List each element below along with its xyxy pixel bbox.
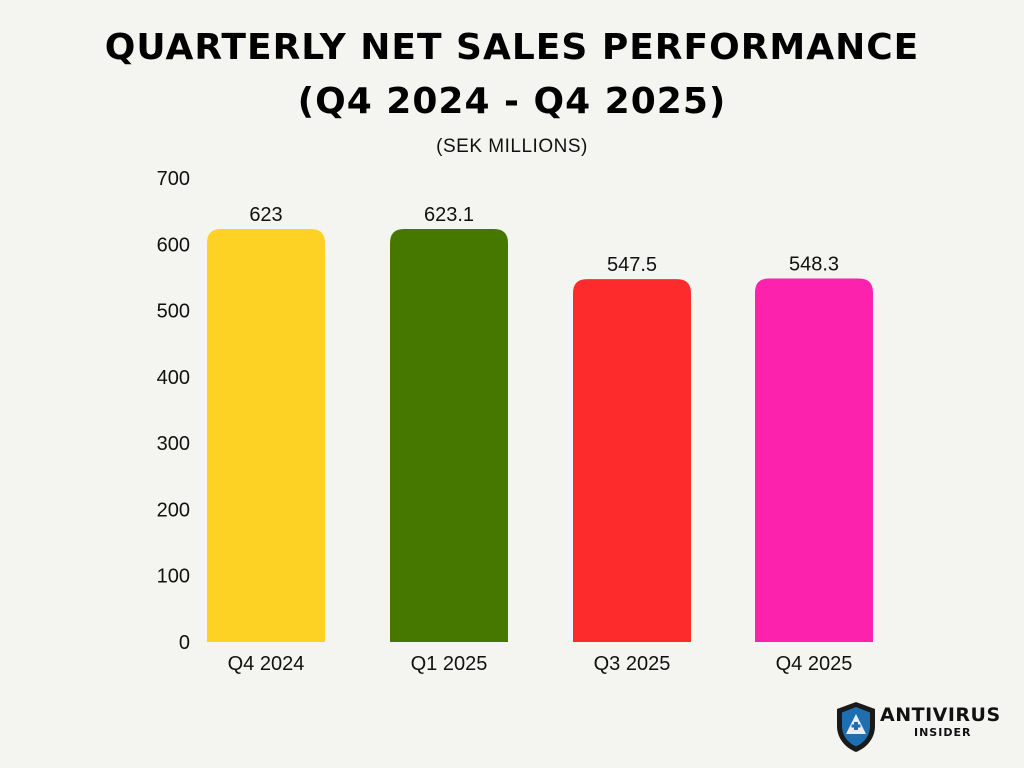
shield-icon xyxy=(837,702,875,752)
bar-q1-2025 xyxy=(390,228,508,643)
y-tick-label-0: 0 xyxy=(179,632,190,654)
bar-q4-2024 xyxy=(207,229,325,643)
y-tick-label-4: 400 xyxy=(157,367,190,389)
value-label-2: 547.5 xyxy=(607,254,657,276)
value-label-0: 623 xyxy=(249,204,282,226)
y-tick-label-5: 500 xyxy=(157,301,190,323)
value-label-1: 623.1 xyxy=(424,204,474,226)
value-label-3: 548.3 xyxy=(789,254,839,276)
logo-wordmark: ANTIVIRUS xyxy=(880,704,1001,726)
x-tick-label-2: Q3 2025 xyxy=(594,653,671,675)
y-tick-label-2: 200 xyxy=(157,499,190,521)
x-tick-label-3: Q4 2025 xyxy=(776,653,853,675)
chart-subtitle: (SEK MILLIONS) xyxy=(436,136,588,157)
bar-q3-2025 xyxy=(573,279,691,642)
x-tick-label-1: Q1 2025 xyxy=(411,653,488,675)
x-tick-label-0: Q4 2024 xyxy=(228,653,305,675)
bar-q4-2025 xyxy=(755,278,873,642)
chart-title: QUARTERLY NET SALES PERFORMANCE xyxy=(104,27,920,68)
y-tick-label-1: 100 xyxy=(157,566,190,588)
y-tick-label-7: 700 xyxy=(157,168,190,190)
logo-tagline: INSIDER xyxy=(914,726,972,739)
y-tick-label-6: 600 xyxy=(157,234,190,256)
chart-title-period: (Q4 2024 - Q4 2025) xyxy=(297,81,727,122)
antivirus-insider-logo: ANTIVIRUS INSIDER xyxy=(834,700,1004,754)
y-tick-label-3: 300 xyxy=(157,433,190,455)
bar-chart: 0 100 200 300 400 500 600 700 623 Q4 2024 623.1 Q1 … xyxy=(157,168,873,675)
